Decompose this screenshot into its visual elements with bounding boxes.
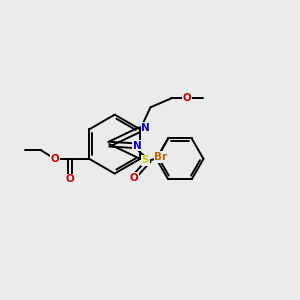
Text: O: O: [50, 154, 59, 164]
Text: Br: Br: [154, 152, 167, 162]
Text: O: O: [66, 174, 74, 184]
Text: N: N: [141, 123, 150, 133]
Text: N: N: [133, 141, 142, 151]
Text: O: O: [130, 173, 139, 183]
Text: S: S: [142, 155, 149, 165]
Text: O: O: [183, 94, 192, 103]
